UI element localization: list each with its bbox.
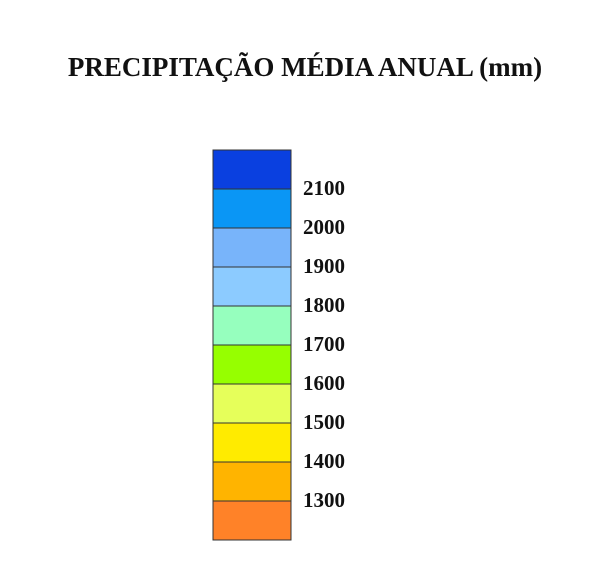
color-box (212, 227, 292, 268)
color-box (212, 266, 292, 307)
color-box (212, 500, 292, 541)
legend-label: 1900 (303, 254, 345, 278)
color-box (212, 149, 292, 190)
legend-label: 1500 (303, 410, 345, 434)
color-box (212, 344, 292, 385)
legend-label: 2000 (303, 215, 345, 239)
legend-label: 1800 (303, 293, 345, 317)
color-box (212, 461, 292, 502)
color-box (212, 305, 292, 346)
legend-label: 2100 (303, 176, 345, 200)
legend-label: 1700 (303, 332, 345, 356)
legend-label: 1600 (303, 371, 345, 395)
color-box (212, 383, 292, 424)
color-scale (212, 149, 292, 541)
color-box (212, 422, 292, 463)
legend-label: 1400 (303, 449, 345, 473)
legend-label: 1300 (303, 488, 345, 512)
color-box (212, 188, 292, 229)
title: PRECIPITAÇÃO MÉDIA ANUAL (mm) (68, 52, 542, 82)
